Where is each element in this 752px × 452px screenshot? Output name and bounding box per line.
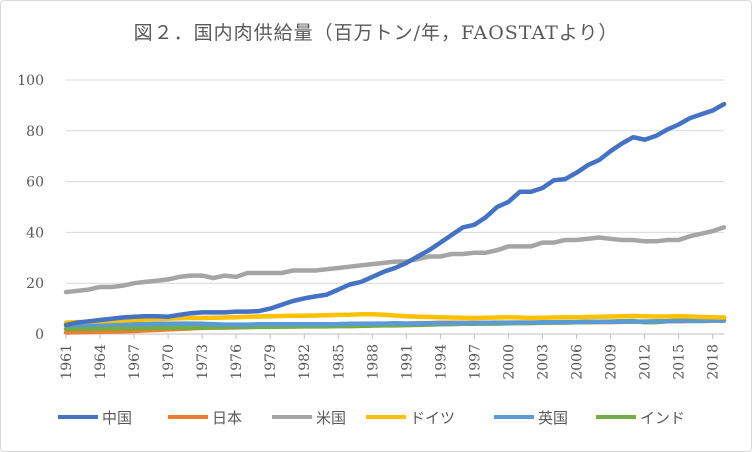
legend-label: 英国 bbox=[538, 408, 569, 427]
x-tick-label: 2018 bbox=[706, 344, 722, 380]
legend-item: ドイツ bbox=[366, 405, 455, 429]
legend-item: インド bbox=[596, 405, 685, 429]
legend-swatch bbox=[272, 415, 312, 419]
x-tick-label: 2012 bbox=[638, 344, 654, 380]
legend-swatch bbox=[58, 415, 98, 419]
x-axis-ticks: 1961 1964 1967 1970 1973 1976 1979 1982 1985 1988… bbox=[59, 334, 722, 380]
y-tick-label: 60 bbox=[26, 175, 44, 191]
x-tick-label: 2006 bbox=[570, 344, 586, 380]
legend-swatch bbox=[366, 415, 406, 419]
x-tick-label: 2003 bbox=[535, 344, 551, 380]
y-tick-label: 40 bbox=[26, 225, 44, 241]
legend-swatch bbox=[596, 415, 636, 419]
x-tick-label: 1979 bbox=[263, 344, 279, 380]
x-tick-label: 1991 bbox=[399, 344, 415, 380]
x-tick-label: 1997 bbox=[467, 344, 483, 380]
x-tick-label: 1967 bbox=[127, 344, 143, 380]
legend-item: 日本 bbox=[168, 405, 242, 429]
legend-swatch bbox=[494, 415, 534, 419]
y-tick-label: 0 bbox=[35, 327, 44, 343]
gridlines bbox=[66, 79, 724, 335]
legend-item: 米国 bbox=[272, 405, 346, 429]
legend-item: 英国 bbox=[494, 405, 568, 429]
x-tick-label: 1964 bbox=[93, 344, 109, 380]
legend-label: 中国 bbox=[102, 408, 133, 427]
x-tick-label: 1976 bbox=[229, 344, 245, 380]
x-tick-label: 1973 bbox=[195, 344, 211, 380]
series-lines bbox=[63, 101, 727, 335]
x-tick-label: 1988 bbox=[365, 344, 381, 380]
legend-label: インド bbox=[640, 408, 686, 427]
legend-swatch bbox=[168, 415, 208, 419]
legend-label: 日本 bbox=[212, 408, 243, 427]
x-tick-label: 1961 bbox=[59, 344, 75, 380]
series-line bbox=[63, 311, 727, 325]
x-tick-label: 2015 bbox=[672, 344, 688, 380]
x-tick-label: 1985 bbox=[331, 344, 347, 380]
x-tick-label: 1982 bbox=[297, 344, 313, 380]
y-tick-label: 80 bbox=[26, 124, 44, 140]
y-axis-ticks: 0 20 40 60 80 100 bbox=[17, 73, 44, 343]
y-tick-label: 20 bbox=[26, 276, 44, 292]
x-tick-label: 1994 bbox=[433, 344, 449, 380]
series-line bbox=[63, 225, 727, 295]
legend-label: 米国 bbox=[316, 408, 347, 427]
chart-legend: 中国 日本 米国 ドイツ 英国 インド bbox=[0, 405, 752, 429]
legend-label: ドイツ bbox=[410, 408, 456, 427]
series-line bbox=[63, 318, 727, 328]
legend-item: 中国 bbox=[58, 405, 132, 429]
x-tick-label: 2000 bbox=[501, 344, 517, 380]
chart-title: 図２．国内肉供給量（百万トン/年，FAOSTATより） bbox=[133, 22, 619, 44]
y-tick-label: 100 bbox=[17, 73, 44, 89]
series-line bbox=[63, 101, 727, 328]
x-tick-label: 2009 bbox=[604, 344, 620, 380]
x-tick-label: 1970 bbox=[161, 344, 177, 380]
